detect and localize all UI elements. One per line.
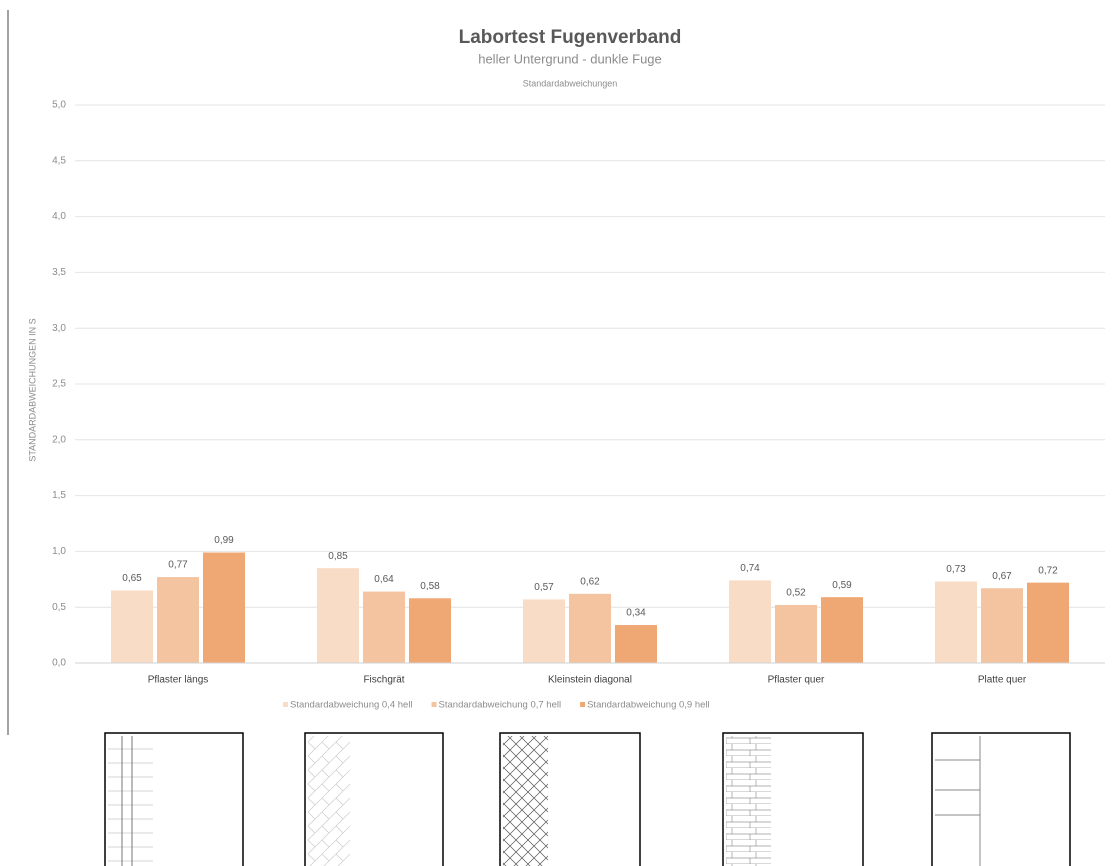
y-tick-label: 1,5 xyxy=(52,490,66,501)
value-label: 0,58 xyxy=(420,581,440,592)
y-tick-label: 0,0 xyxy=(52,658,66,669)
pattern-box xyxy=(931,732,1071,866)
bar xyxy=(775,604,817,663)
pattern-lines xyxy=(935,736,981,866)
x-tick-label: Fischgrät xyxy=(363,675,404,686)
value-label: 0,99 xyxy=(214,535,234,546)
y-tick-label: 5,0 xyxy=(52,100,66,111)
y-tick-label: 4,5 xyxy=(52,155,66,166)
value-label: 0,59 xyxy=(832,580,852,591)
bar xyxy=(981,588,1023,663)
legend-swatch xyxy=(431,702,437,707)
value-label: 0,74 xyxy=(740,563,760,574)
bar xyxy=(363,591,405,663)
pattern xyxy=(503,736,548,866)
pattern-lines xyxy=(121,736,133,866)
y-tick-label: 2,5 xyxy=(52,379,66,390)
y-tick-label: 3,5 xyxy=(52,267,66,278)
value-label: 0,62 xyxy=(580,576,600,587)
bar xyxy=(615,625,657,663)
bar xyxy=(523,599,565,663)
y-tick-label: 1,0 xyxy=(52,546,66,557)
value-label: 0,57 xyxy=(534,582,554,593)
legend-label: Standardabweichung 0,9 hell xyxy=(587,700,710,711)
x-tick-label: Platte quer xyxy=(978,675,1027,686)
y-tick-label: 2,0 xyxy=(52,434,66,445)
legend-label: Standardabweichung 0,4 hell xyxy=(290,700,413,711)
bar xyxy=(203,552,245,663)
legend-label: Standardabweichung 0,7 hell xyxy=(439,700,562,711)
pattern xyxy=(726,736,771,866)
value-label: 0,65 xyxy=(122,573,142,584)
bar xyxy=(157,577,199,663)
legend-swatch xyxy=(580,702,586,707)
pattern-images xyxy=(104,732,1071,866)
x-tick-label: Pflaster längs xyxy=(148,675,209,686)
value-label: 0,52 xyxy=(786,588,806,599)
bar xyxy=(111,590,153,663)
x-tick-label: Kleinstein diagonal xyxy=(548,675,632,686)
value-label: 0,85 xyxy=(328,551,348,562)
bar xyxy=(569,593,611,663)
chart-subtitle: heller Untergrund - dunkle Fuge xyxy=(478,51,662,66)
y-axis-label: STANDARDABWEICHUNGEN IN S xyxy=(27,318,37,461)
x-tick-label: Pflaster quer xyxy=(768,675,825,686)
bar xyxy=(1027,582,1069,663)
value-label: 0,77 xyxy=(168,560,188,571)
y-tick-label: 4,0 xyxy=(52,211,66,222)
bar xyxy=(409,598,451,663)
legend-swatch xyxy=(283,702,288,707)
bar xyxy=(729,580,771,663)
bar xyxy=(317,568,359,663)
pattern xyxy=(108,736,153,866)
value-label: 0,64 xyxy=(374,574,394,585)
y-tick-label: 0,5 xyxy=(52,602,66,613)
bar xyxy=(821,597,863,663)
y-tick-label: 3,0 xyxy=(52,323,66,334)
bar xyxy=(935,581,977,663)
value-label: 0,67 xyxy=(992,571,1012,582)
chart-title: Labortest Fugenverband xyxy=(459,27,682,48)
value-label: 0,73 xyxy=(946,564,966,575)
chart-subtitle-2: Standardabweichungen xyxy=(523,78,618,88)
pattern xyxy=(308,736,350,866)
value-label: 0,72 xyxy=(1038,565,1058,576)
value-label: 0,34 xyxy=(626,608,646,619)
